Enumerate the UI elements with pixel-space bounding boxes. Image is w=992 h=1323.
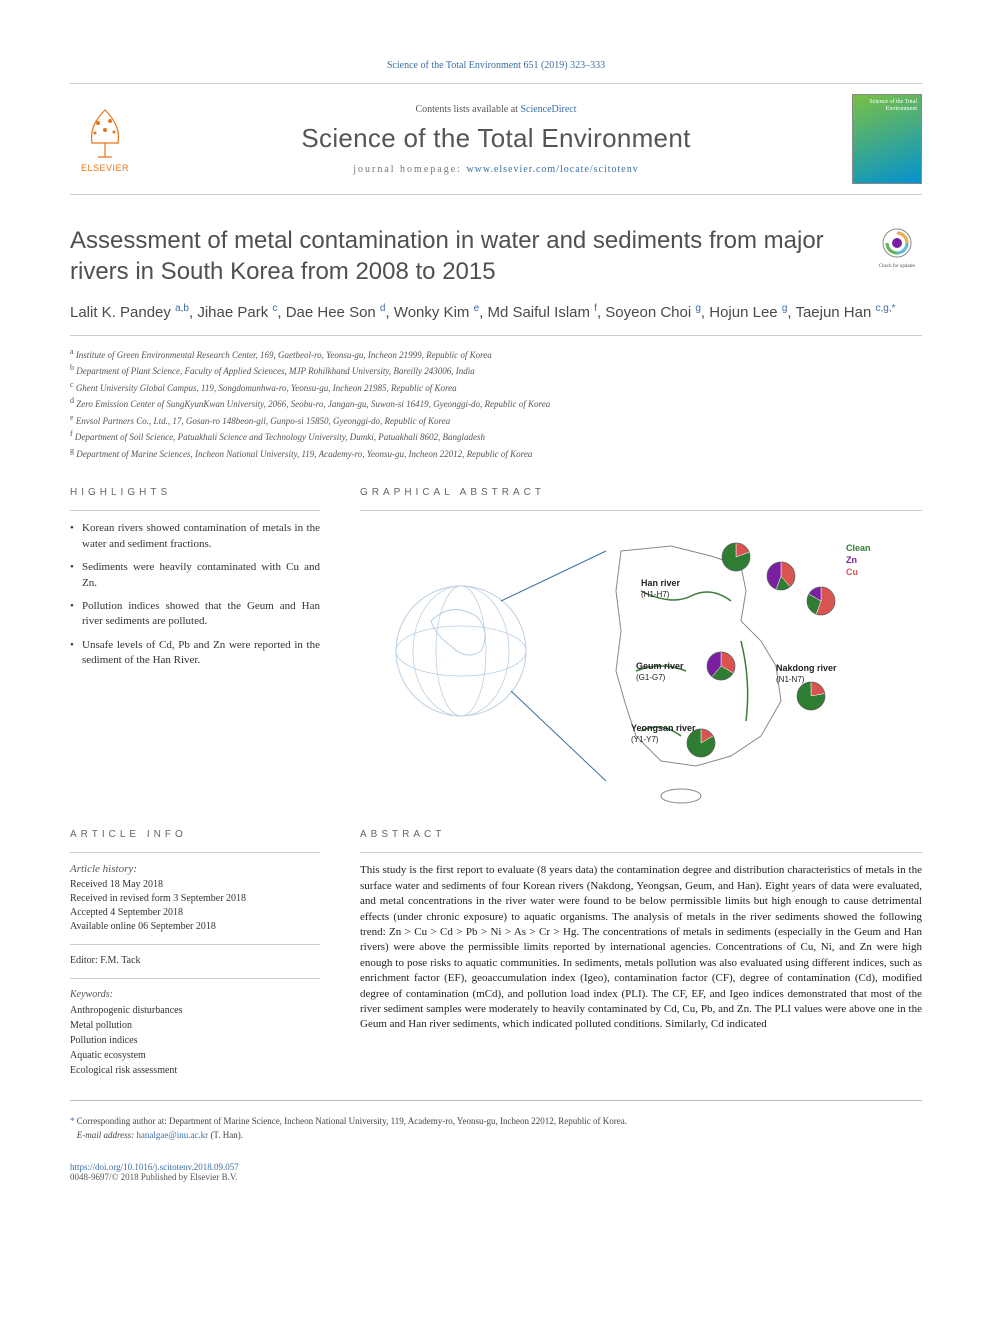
article-info-block: Article history: Received 18 May 2018Rec… [70, 863, 320, 1078]
email-suffix: (T. Han). [208, 1130, 243, 1140]
highlight-item: Unsafe levels of Cd, Pb and Zn were repo… [70, 638, 320, 669]
svg-text:Nakdong river: Nakdong river [776, 663, 837, 673]
divider-abstract [360, 852, 922, 853]
svg-text:Check for updates: Check for updates [879, 264, 915, 269]
highlights-block: Korean rivers showed contamination of me… [70, 521, 320, 668]
svg-text:Han river: Han river [641, 578, 681, 588]
corresponding-author: * Corresponding author at: Department of… [70, 1115, 922, 1142]
email-label: E-mail address: [77, 1130, 137, 1140]
history-text: Received 18 May 2018Received in revised … [70, 878, 320, 934]
svg-text:Yeongsan river: Yeongsan river [631, 723, 696, 733]
highlights-heading: HIGHLIGHTS [70, 487, 320, 498]
check-updates-badge[interactable]: Check for updates [872, 225, 922, 275]
check-updates-icon: Check for updates [872, 225, 922, 275]
elsevier-wordmark: ELSEVIER [81, 163, 129, 173]
svg-text:Geum river: Geum river [636, 661, 684, 671]
journal-cover-thumb[interactable]: Science of the Total Environment [852, 94, 922, 184]
graphical-abstract-heading: GRAPHICAL ABSTRACT [360, 487, 922, 498]
svg-text:(H1-H7): (H1-H7) [641, 590, 670, 599]
keywords-list: Anthropogenic disturbancesMetal pollutio… [70, 1003, 320, 1078]
article-info-heading: ARTICLE INFO [70, 829, 320, 840]
highlight-item: Sediments were heavily contaminated with… [70, 560, 320, 591]
page-footer: https://doi.org/10.1016/j.scitotenv.2018… [70, 1162, 922, 1182]
corresponding-email-link[interactable]: hanalgae@inu.ac.kr [136, 1130, 208, 1140]
copyright-text: 0048-9697/© 2018 Published by Elsevier B… [70, 1172, 237, 1182]
divider-authors [70, 335, 922, 336]
elsevier-tree-icon [80, 105, 130, 160]
masthead: ELSEVIER Contents lists available at Sci… [70, 83, 922, 195]
contents-line: Contents lists available at ScienceDirec… [160, 104, 832, 115]
highlight-item: Pollution indices showed that the Geum a… [70, 599, 320, 630]
affiliation-line: g Department of Marine Sciences, Incheon… [70, 445, 922, 462]
svg-text:(N1-N7): (N1-N7) [776, 675, 805, 684]
divider-corresponding [70, 1100, 922, 1101]
affiliations-list: a Institute of Green Environmental Resea… [70, 346, 922, 462]
divider-info [70, 852, 320, 853]
elsevier-logo[interactable]: ELSEVIER [70, 99, 140, 179]
abstract-text: This study is the first report to evalua… [360, 863, 922, 1032]
svg-text:Clean: Clean [846, 543, 871, 553]
journal-name: Science of the Total Environment [160, 123, 832, 154]
svg-text:(Y1-Y7): (Y1-Y7) [631, 735, 659, 744]
journal-citation[interactable]: Science of the Total Environment 651 (20… [70, 60, 922, 71]
svg-text:Cu: Cu [846, 567, 858, 577]
affiliation-line: a Institute of Green Environmental Resea… [70, 346, 922, 363]
affiliation-line: d Zero Emission Center of SungKyunKwan U… [70, 395, 922, 412]
highlight-item: Korean rivers showed contamination of me… [70, 521, 320, 552]
cover-thumb-title: Science of the Total Environment [853, 99, 917, 112]
graphical-abstract-figure: Han river (H1-H7) Clean Zn Cu Geum river (G1-G… [360, 521, 922, 811]
affiliation-line: b Department of Plant Science, Faculty o… [70, 362, 922, 379]
corresponding-text: Corresponding author at: Department of M… [77, 1116, 627, 1126]
doi-link[interactable]: https://doi.org/10.1016/j.scitotenv.2018… [70, 1162, 239, 1172]
divider-ga [360, 510, 922, 511]
article-title: Assessment of metal contamination in wat… [70, 225, 852, 287]
authors-list: Lalit K. Pandey a,b, Jihae Park c, Dae H… [70, 301, 922, 325]
keywords-label: Keywords: [70, 989, 320, 1000]
divider-kw [70, 978, 320, 979]
svg-text:Zn: Zn [846, 555, 857, 565]
affiliation-line: e Envsol Partners Co., Ltd., 17, Gosan-r… [70, 412, 922, 429]
homepage-link[interactable]: www.elsevier.com/locate/scitotenv [466, 164, 638, 175]
sciencedirect-link[interactable]: ScienceDirect [520, 104, 576, 115]
affiliation-line: f Department of Soil Science, Patuakhali… [70, 428, 922, 445]
divider-editor [70, 944, 320, 945]
contents-prefix: Contents lists available at [415, 104, 520, 115]
masthead-center: Contents lists available at ScienceDirec… [160, 104, 832, 175]
divider-highlights [70, 510, 320, 511]
abstract-heading: ABSTRACT [360, 829, 922, 840]
corresponding-star-icon: * [70, 1116, 77, 1126]
svg-text:(G1-G7): (G1-G7) [636, 673, 666, 682]
homepage-line: journal homepage: www.elsevier.com/locat… [160, 164, 832, 175]
affiliation-line: c Ghent University Global Campus, 119, S… [70, 379, 922, 396]
editor-line: Editor: F.M. Tack [70, 955, 320, 966]
homepage-prefix: journal homepage: [353, 164, 466, 175]
history-label: Article history: [70, 863, 320, 875]
